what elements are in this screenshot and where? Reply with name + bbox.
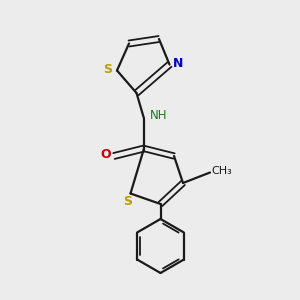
Text: O: O xyxy=(100,148,111,161)
Text: S: S xyxy=(123,195,132,208)
Text: N: N xyxy=(173,56,183,70)
Text: CH₃: CH₃ xyxy=(211,166,232,176)
Text: NH: NH xyxy=(150,109,168,122)
Text: S: S xyxy=(103,63,112,76)
